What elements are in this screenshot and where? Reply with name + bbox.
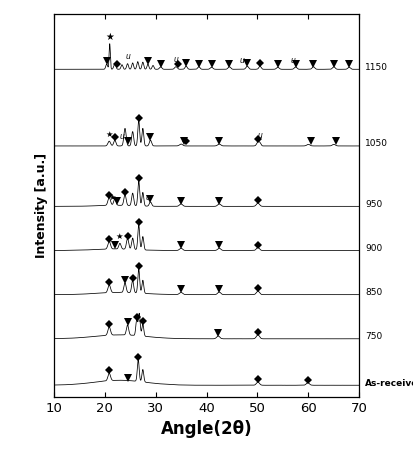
Text: u: u [145, 193, 150, 202]
Text: 950: 950 [366, 200, 383, 209]
Text: 750: 750 [366, 332, 383, 341]
Text: u: u [291, 55, 296, 64]
Text: 900: 900 [366, 244, 383, 253]
Text: $\bigstar$: $\bigstar$ [115, 232, 124, 241]
Y-axis label: Intensity [a.u.]: Intensity [a.u.] [35, 152, 48, 258]
Text: $\bigstar$: $\bigstar$ [108, 193, 117, 202]
Text: As-received: As-received [366, 379, 413, 388]
Text: u: u [240, 55, 244, 64]
Text: u: u [173, 55, 178, 64]
X-axis label: Angle(2θ): Angle(2θ) [161, 420, 252, 438]
Text: u: u [125, 52, 130, 61]
Text: u: u [258, 131, 262, 140]
Text: 1150: 1150 [366, 63, 388, 72]
Text: $\bigstar$: $\bigstar$ [105, 130, 114, 139]
Text: $\bigstar$: $\bigstar$ [104, 31, 115, 42]
Text: u: u [120, 132, 125, 141]
Text: 1050: 1050 [366, 139, 388, 148]
Text: 850: 850 [366, 288, 383, 297]
